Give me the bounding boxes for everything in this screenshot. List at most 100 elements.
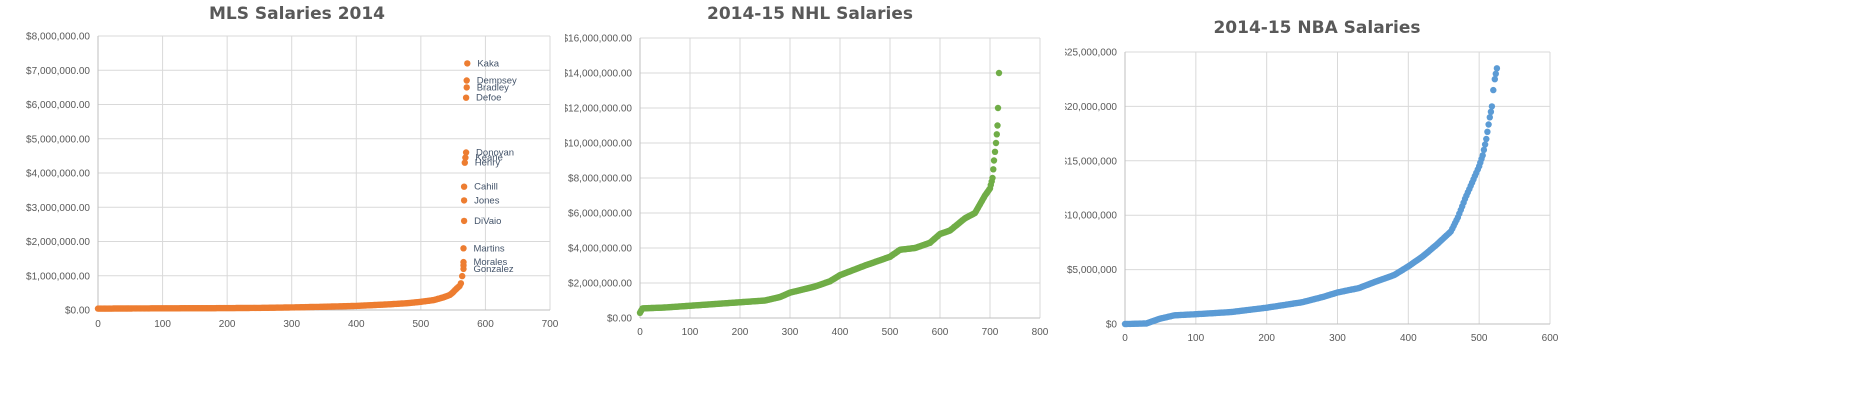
data-point: [463, 77, 470, 84]
data-point: [464, 60, 471, 67]
y-tick-label: $8,000,000.00: [568, 174, 632, 185]
point-annotation: Cahill: [474, 182, 498, 193]
x-tick-label: 700: [542, 319, 559, 330]
data-point: [460, 245, 467, 252]
data-point: [462, 149, 470, 156]
y-tick-label: $5,000,000: [1067, 265, 1117, 276]
data-point: [990, 166, 997, 173]
y-tick-label: $4,000,000.00: [26, 169, 90, 180]
y-tick-label: $10,000,000: [1065, 211, 1117, 222]
data-point: [460, 183, 468, 190]
data-point: [994, 122, 1001, 129]
data-point: [463, 84, 470, 91]
data-point: [1493, 65, 1501, 72]
y-tick-label: $20,000,000: [1065, 102, 1117, 113]
x-tick-label: 600: [932, 327, 949, 338]
data-point: [462, 154, 469, 161]
data-point: [992, 139, 1000, 147]
point-annotation: Jones: [474, 195, 500, 206]
data-point: [462, 94, 470, 101]
data-point: [460, 217, 468, 225]
x-tick-label: 100: [1187, 333, 1204, 344]
data-point: [1491, 76, 1498, 83]
data-point: [1485, 121, 1492, 128]
y-tick-label: $6,000,000.00: [568, 209, 632, 220]
x-tick-label: 0: [95, 319, 101, 330]
point-annotation: Gonzalez: [473, 264, 513, 275]
chart-nba-salaries: 2014-15 NBA Salaries 0 100 200 300 400 500 600…: [1065, 18, 1559, 344]
y-tick-label: $10,000,000.00: [565, 139, 632, 150]
x-tick-label: 100: [682, 327, 699, 338]
data-point: [460, 258, 467, 266]
y-tick-label: $6,000,000.00: [26, 100, 90, 111]
data-point: [1486, 114, 1493, 121]
data-point: [1484, 128, 1491, 135]
point-annotation: Donovan: [476, 147, 514, 158]
point-annotation: Dempsey: [477, 76, 517, 87]
data-point: [460, 197, 468, 204]
chart-mls-salaries: MLS Salaries 2014 0 100 200 300 400 500 600 700…: [26, 4, 559, 330]
data-point: [993, 131, 1000, 138]
data-point: [1480, 146, 1488, 154]
point-annotation: Henry: [475, 158, 501, 169]
data-point: [459, 272, 466, 280]
point-annotation: Bradley: [477, 82, 509, 93]
x-tick-label: 0: [1122, 333, 1128, 344]
x-tick-label: 500: [1471, 333, 1488, 344]
chart-nhl-salaries: 2014-15 NHL Salaries 0 100 200 300 400 500 600…: [565, 4, 1049, 338]
data-point: [1483, 135, 1490, 143]
x-tick-label: 600: [1542, 333, 1559, 344]
y-tick-label: $25,000,000: [1065, 48, 1117, 59]
x-tick-label: 400: [1400, 333, 1417, 344]
x-tick-label: 400: [832, 327, 849, 338]
point-annotation: Keane: [475, 153, 502, 164]
data-point: [457, 280, 465, 287]
point-annotation: Kaka: [477, 58, 499, 69]
x-tick-label: 300: [1329, 333, 1346, 344]
x-tick-label: 200: [732, 327, 749, 338]
x-tick-label: 600: [477, 319, 494, 330]
data-point: [461, 159, 468, 166]
data-point: [1481, 141, 1489, 148]
data-point: [1488, 103, 1496, 110]
point-annotation: DiVaio: [474, 216, 501, 227]
x-tick-label: 400: [348, 319, 365, 330]
chart-title: MLS Salaries 2014: [209, 4, 385, 24]
point-annotation: Morales: [473, 257, 507, 268]
y-tick-label: $0.00: [65, 306, 90, 317]
data-point: [1479, 152, 1486, 159]
y-tick-label: $15,000,000: [1065, 156, 1117, 167]
point-annotation: Martins: [473, 243, 504, 254]
y-tick-label: $3,000,000.00: [26, 203, 90, 214]
y-tick-label: $0: [1106, 320, 1118, 331]
chart-title: 2014-15 NBA Salaries: [1213, 18, 1420, 38]
y-tick-label: $0.00: [607, 314, 632, 325]
x-tick-label: 300: [283, 319, 300, 330]
point-annotation: Defoe: [476, 93, 501, 104]
y-tick-label: $12,000,000.00: [565, 104, 632, 115]
y-tick-label: $7,000,000.00: [26, 66, 90, 77]
chart-title: 2014-15 NHL Salaries: [707, 4, 913, 24]
data-point: [991, 148, 999, 155]
data-point: [994, 104, 1002, 112]
data-point: [995, 69, 1003, 77]
x-tick-label: 800: [1032, 327, 1049, 338]
data-point: [1487, 108, 1495, 116]
data-point: [1490, 86, 1497, 94]
x-tick-label: 500: [413, 319, 430, 330]
x-tick-label: 300: [782, 327, 799, 338]
data-point: [990, 157, 998, 164]
y-tick-label: $2,000,000.00: [26, 237, 90, 248]
data-point: [1492, 70, 1499, 78]
x-tick-label: 200: [219, 319, 236, 330]
y-tick-label: $2,000,000.00: [568, 279, 632, 290]
y-tick-label: $5,000,000.00: [26, 134, 90, 145]
x-tick-label: 200: [1258, 333, 1275, 344]
data-point: [989, 174, 996, 182]
x-tick-label: 500: [882, 327, 899, 338]
x-tick-label: 100: [154, 319, 171, 330]
y-tick-label: $14,000,000.00: [565, 69, 632, 80]
x-tick-label: 0: [637, 327, 643, 338]
y-tick-label: $16,000,000.00: [565, 34, 632, 45]
